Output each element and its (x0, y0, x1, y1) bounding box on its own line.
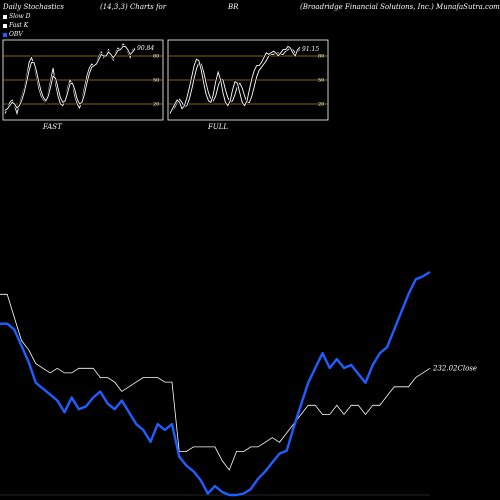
fast-panel-caption: FAST (42, 123, 63, 131)
legend-label-slow-d: Slow D (9, 13, 31, 20)
full-series-line-0 (169, 47, 301, 113)
fast-level-label-80: 80 (153, 54, 159, 60)
last-close-label: 232.02Close (432, 364, 477, 372)
legend-label-obv: OBV (9, 31, 23, 38)
legend-slow-d: Slow D (3, 13, 31, 20)
full-last-value: 91.15 (302, 46, 319, 53)
full-level-label-50: 50 (318, 78, 324, 84)
fast-level-label-20: 20 (153, 102, 159, 108)
fast-series-line-1 (4, 45, 136, 111)
full-level-label-80: 80 (318, 54, 324, 60)
legend-fast-k: Fast K (3, 22, 28, 29)
obv-line (0, 270, 431, 497)
legend-swatch-slow-d (3, 14, 7, 19)
full-panel-caption: FULL (207, 123, 228, 131)
price-obv-panel: 232.02Close (0, 270, 477, 497)
legend-swatch-fast-k (3, 23, 7, 28)
fast-stochastic-panel: 80 50 20 90.84 FAST (2, 39, 164, 131)
company-name: (Broadridge Financial Solutions, Inc.) M… (300, 3, 500, 11)
full-stochastic-panel: 80 50 20 91.15 FULL (167, 39, 329, 131)
chart-title: Daily Stochastics (3, 3, 65, 11)
legend-obv: OBV (3, 31, 23, 38)
full-series-line-1 (169, 45, 301, 114)
full-level-label-20: 20 (318, 102, 324, 108)
legend-swatch-obv (3, 32, 7, 37)
chart-symbol: BR (228, 3, 239, 11)
fast-last-value: 90.84 (137, 45, 154, 52)
fast-level-label-50: 50 (153, 78, 159, 84)
legend-label-fast-k: Fast K (9, 22, 29, 29)
chart-params: (14,3,3) Charts for (100, 3, 167, 11)
